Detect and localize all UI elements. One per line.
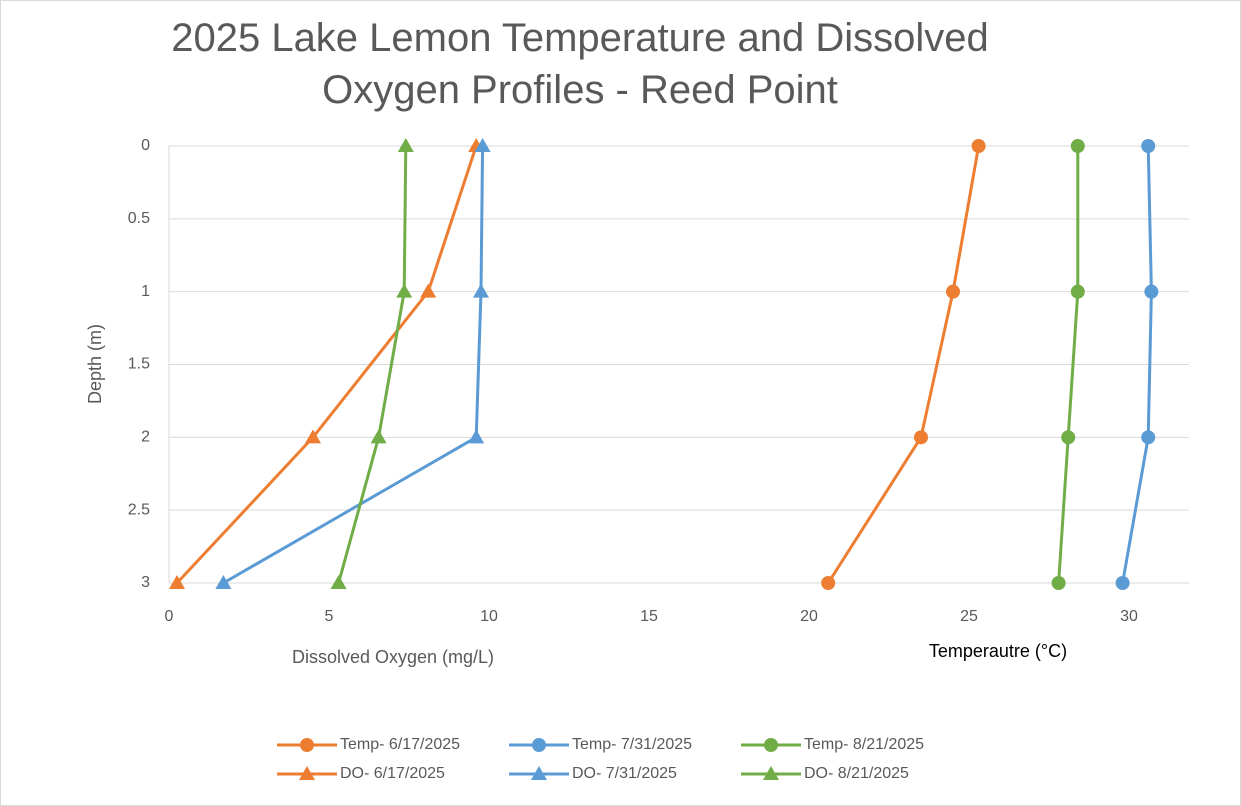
legend-label: DO- 7/31/2025 — [572, 765, 677, 782]
data-point — [1051, 576, 1066, 590]
x-tick-label: 20 — [800, 608, 818, 625]
data-point — [1141, 139, 1156, 153]
data-point — [821, 576, 836, 590]
legend-marker — [300, 738, 314, 752]
series-line — [1057, 146, 1080, 584]
series-line — [826, 145, 981, 584]
data-point — [396, 283, 413, 298]
x-tick-label: 25 — [960, 608, 978, 625]
data-point — [1115, 576, 1130, 590]
data-point — [1070, 284, 1085, 299]
data-point — [1061, 430, 1076, 445]
legend-marker — [764, 738, 778, 752]
x-tick-label: 30 — [1120, 608, 1138, 625]
x-tick-label: 0 — [165, 608, 174, 625]
legend-marker — [763, 766, 779, 780]
x-axis-title-2: Temperautre (°C) — [929, 641, 1067, 661]
data-point — [169, 575, 185, 589]
y-tick-label: 1 — [141, 283, 150, 300]
legend-label: Temp- 7/31/2025 — [572, 736, 692, 753]
y-tick-label: 0 — [141, 137, 150, 154]
legend-label: Temp- 6/17/2025 — [340, 736, 460, 753]
data-point — [946, 284, 960, 299]
legend-label: DO- 8/21/2025 — [804, 765, 909, 782]
legend-label: DO- 6/17/2025 — [340, 765, 445, 782]
x-tick-label: 15 — [640, 608, 658, 625]
series-line — [337, 145, 408, 584]
x-axis-title: Dissolved Oxygen (mg/L) — [292, 647, 494, 667]
data-point — [420, 283, 437, 298]
data-point — [468, 429, 485, 444]
data-point — [473, 283, 489, 298]
data-point — [305, 429, 321, 444]
data-point — [330, 575, 347, 589]
legend-marker — [532, 738, 546, 752]
y-tick-label: 2 — [141, 429, 150, 446]
x-tick-label: 5 — [325, 608, 334, 625]
data-point — [1144, 284, 1159, 299]
series-line — [175, 145, 478, 585]
series-line — [1121, 145, 1153, 584]
legend-marker — [531, 766, 547, 780]
y-tick-label: 0.5 — [128, 210, 150, 227]
y-tick-label: 2.5 — [128, 501, 150, 518]
y-axis-title: Depth (m) — [85, 324, 105, 404]
data-point — [971, 139, 986, 153]
y-tick-label: 1.5 — [128, 356, 150, 373]
data-point — [1141, 430, 1156, 445]
data-point — [370, 429, 387, 444]
data-point — [914, 430, 928, 445]
data-point — [397, 138, 414, 152]
x-tick-label: 10 — [480, 608, 498, 625]
legend-label: Temp- 8/21/2025 — [804, 736, 924, 753]
data-point — [1070, 139, 1085, 153]
data-point — [474, 138, 491, 152]
series-line — [222, 145, 485, 585]
data-point — [215, 575, 232, 589]
y-tick-label: 3 — [141, 574, 150, 591]
legend-marker — [299, 766, 315, 780]
chart-title: 2025 Lake Lemon Temperature and Dissolve… — [171, 16, 989, 112]
